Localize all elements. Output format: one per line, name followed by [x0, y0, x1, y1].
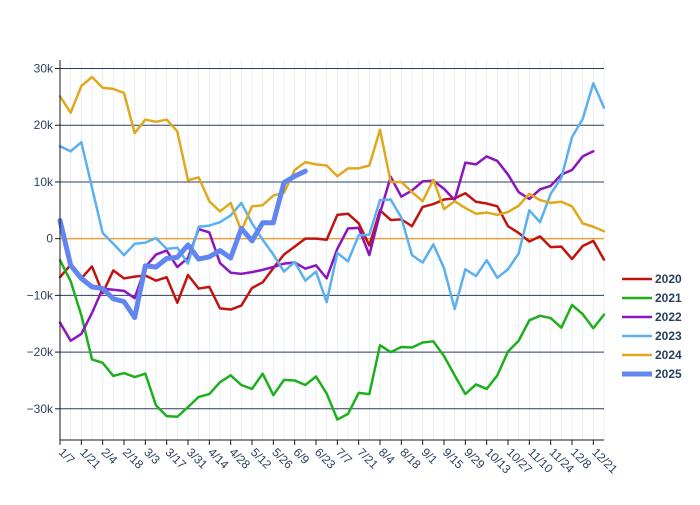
y-tick-label: 0: [46, 232, 53, 246]
series-line-2024: [58, 75, 606, 233]
series-line-2025: [57, 168, 308, 320]
legend-label: 2024: [655, 348, 682, 362]
legend-label: 2025: [655, 367, 682, 381]
legend-item-2023: 2023: [622, 329, 682, 343]
x-tick-label: 3/31: [184, 445, 211, 472]
y-tick-label: 10k: [34, 175, 54, 189]
x-tick-label: 8/18: [397, 445, 424, 472]
x-tick-label: 4/28: [227, 445, 254, 472]
y-tick-label: −10k: [27, 288, 54, 302]
x-tick-label: 6/9: [291, 445, 313, 467]
x-tick-label: 5/12: [248, 445, 275, 472]
x-tick-label: 3/3: [141, 445, 163, 467]
x-tick-label: 9/15: [440, 445, 467, 472]
x-tick-label: 7/21: [355, 445, 382, 472]
legend-label: 2023: [655, 329, 682, 343]
x-tick-label: 6/23: [312, 445, 339, 472]
legend-layer: 2020 2021 2022 2023 2024 2025: [622, 272, 682, 381]
legend-label: 2021: [655, 291, 682, 305]
x-tick-label: 4/14: [205, 445, 232, 472]
y-tick-label: −30k: [27, 402, 54, 416]
series-line-2023: [58, 82, 606, 311]
x-tick-label: 3/17: [163, 445, 190, 472]
legend-item-2024: 2024: [622, 348, 682, 362]
x-tick-label: 2/18: [120, 445, 147, 472]
y-tick-label: 30k: [34, 62, 54, 76]
grid-layer: [59, 60, 605, 440]
legend-label: 2022: [655, 310, 682, 324]
y-tick-label: −20k: [27, 345, 54, 359]
x-tick-label: 1/7: [56, 445, 78, 467]
x-tick-label: 8/4: [376, 445, 398, 467]
x-tick-label: 9/1: [419, 445, 441, 467]
x-tick-label: 2/4: [99, 445, 121, 467]
legend-item-2021: 2021: [622, 291, 682, 305]
series-line-2021: [58, 258, 606, 421]
legend-item-2025: 2025: [622, 367, 682, 381]
series-line-2022: [58, 150, 595, 342]
x-tick-label: 9/29: [461, 445, 488, 472]
legend-item-2022: 2022: [622, 310, 682, 324]
x-tick-label: 1/21: [77, 445, 104, 472]
legend-item-2020: 2020: [622, 272, 682, 286]
series-layer: [57, 75, 606, 421]
y-tick-label: 20k: [34, 118, 54, 132]
legend-label: 2020: [655, 272, 682, 286]
x-tick-label: 7/7: [333, 445, 355, 467]
x-tick-label: 5/26: [269, 445, 296, 472]
series-line-2020: [58, 192, 606, 311]
